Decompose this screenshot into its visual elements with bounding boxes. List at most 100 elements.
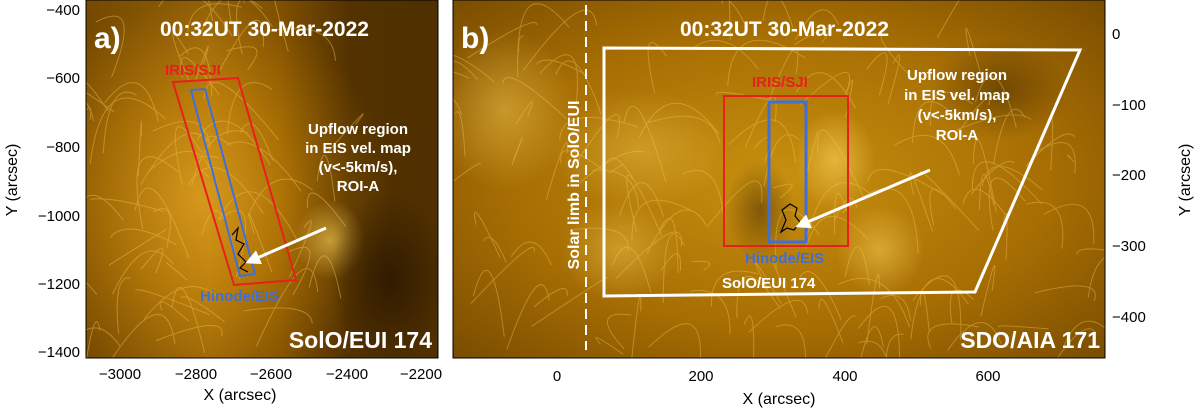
panel-b-frame — [452, 0, 1106, 359]
coronal-loop — [226, 46, 258, 71]
panel-a-annotation-line: Upflow region — [308, 121, 408, 138]
coronal-loop — [108, 229, 166, 266]
coronal-loop — [929, 188, 957, 226]
coronal-loop — [838, 277, 911, 328]
coronal-loop — [965, 27, 983, 80]
coronal-loop — [880, 294, 912, 321]
coronal-loop — [467, 22, 538, 59]
coronal-loop — [143, 286, 218, 320]
panel-a-instrument: SolO/EUI 174 — [289, 327, 432, 353]
coronal-loop — [866, 52, 888, 96]
coronal-loop — [638, 102, 720, 139]
coronal-loop — [993, 108, 1026, 165]
coronal-loop — [626, 174, 637, 232]
coronal-loop — [857, 306, 901, 358]
coronal-loop — [174, 126, 203, 186]
coronal-loop — [470, 247, 535, 304]
coronal-loop — [306, 192, 347, 228]
coronal-loop — [86, 321, 101, 358]
coronal-loop — [956, 114, 1032, 131]
coronal-loop — [574, 113, 621, 165]
coronal-loop — [545, 142, 568, 201]
panel-a-x-tick: −2600 — [250, 366, 292, 383]
coronal-loop — [152, 120, 211, 148]
coronal-loop — [95, 15, 125, 78]
coronal-loop — [834, 192, 848, 235]
panel-b-y-tick: 0 — [1112, 26, 1120, 43]
panel-a-y-tick: −1200 — [38, 276, 80, 293]
coronal-loop — [860, 326, 884, 358]
panel-b-x-ticks: 0 200 400 600 — [553, 368, 1001, 385]
coronal-loop — [515, 101, 533, 125]
coronal-loop — [795, 9, 840, 40]
coronal-loop — [692, 40, 759, 70]
panel-b-eui-fov — [602, 46, 1083, 298]
coronal-loop — [776, 324, 806, 358]
coronal-loop — [559, 117, 639, 141]
panel-a-y-tick: −1400 — [38, 344, 80, 361]
coronal-loop — [510, 241, 552, 266]
coronal-loop — [762, 0, 794, 28]
panel-b-limb-label: Solar limb in SolO/EUI — [566, 101, 583, 270]
coronal-loop — [196, 120, 271, 166]
coronal-loop — [755, 262, 782, 304]
coronal-loop — [243, 307, 313, 324]
panel-a-x-tick: −2800 — [175, 366, 217, 383]
panel-b-arrow — [795, 168, 931, 229]
panel-a-timestamp: 00:32UT 30-Mar-2022 — [160, 18, 369, 41]
coronal-loop — [89, 97, 166, 165]
coronal-loop — [1033, 142, 1076, 174]
coronal-loop — [936, 0, 960, 39]
coronal-loop — [824, 315, 857, 358]
coronal-loop — [805, 215, 869, 250]
coronal-loop — [135, 289, 210, 316]
panel-a-frame — [85, 0, 439, 359]
coronal-loop — [979, 173, 995, 210]
coronal-loop — [799, 271, 842, 320]
panel-b-eis-label: Hinode/EIS — [745, 250, 824, 267]
coronal-loop — [482, 236, 507, 263]
coronal-loop — [988, 177, 1026, 231]
coronal-loop — [171, 287, 206, 353]
coronal-loop — [592, 169, 639, 209]
coronal-loop — [818, 298, 844, 344]
panel-a-annotation-line: ROI-A — [337, 178, 380, 195]
coronal-loop — [887, 54, 901, 105]
coronal-loop — [844, 246, 871, 286]
panel-b-x-tick: 400 — [832, 368, 857, 385]
panel-b-instrument: SDO/AIA 171 — [960, 327, 1100, 353]
panel-b-annotation-line: in EIS vel. map — [904, 87, 1010, 104]
panel-a-y-ticks: −400 −600 −800 −1000 −1200 −1400 — [38, 2, 80, 361]
coronal-loop — [187, 3, 243, 32]
coronal-loop — [998, 325, 1049, 330]
coronal-loop — [866, 273, 880, 345]
coronal-loop — [571, 227, 629, 252]
coronal-loop — [619, 182, 665, 218]
panel-b-annotation-line: Upflow region — [907, 67, 1007, 84]
panel-a-y-axis-label: Y (arcsec) — [4, 144, 21, 217]
coronal-loop — [744, 96, 777, 148]
coronal-loop — [454, 111, 466, 157]
coronal-loop — [631, 199, 691, 241]
coronal-loop — [689, 289, 731, 334]
panel-a-label: a) — [94, 22, 121, 55]
coronal-loop — [533, 288, 568, 308]
panel-a-y-tick: −600 — [46, 70, 80, 87]
panel-a-image — [86, 0, 438, 358]
coronal-loop — [156, 325, 223, 342]
coronal-loop — [606, 313, 632, 350]
coronal-loop — [453, 60, 478, 80]
coronal-loop — [955, 97, 991, 137]
coronal-loop — [158, 0, 233, 37]
coronal-loop — [710, 270, 760, 307]
coronal-loop — [218, 210, 247, 278]
coronal-loop — [539, 54, 578, 105]
coronal-loop — [453, 163, 482, 183]
panel-a-iris-box — [171, 76, 298, 287]
coronal-loop — [1087, 256, 1105, 298]
panel-b-label: b) — [461, 22, 489, 55]
coronal-loop — [86, 194, 124, 221]
coronal-loop — [517, 3, 570, 78]
panel-a-annotation-line: in EIS vel. map — [305, 140, 411, 157]
